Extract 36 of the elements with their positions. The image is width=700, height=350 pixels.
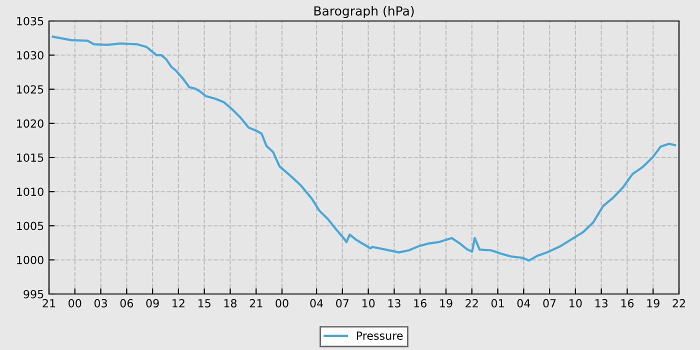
y-tick-label: 1000	[17, 256, 44, 264]
y-tick-label: 1025	[17, 85, 44, 94]
x-tick-label: 13	[388, 299, 400, 308]
y-tick-label: 1030	[17, 51, 44, 60]
x-tick-label: 09	[146, 299, 159, 308]
x-tick-label: 07	[336, 299, 349, 308]
x-tick-label: 16	[621, 299, 634, 308]
x-tick-label: 04	[517, 299, 530, 308]
x-tick-label: 00	[68, 299, 82, 308]
x-tick-label: 00	[276, 299, 288, 308]
y-tick-label: 1020	[17, 119, 44, 128]
y-tick-label: 1015	[17, 153, 44, 162]
x-tick-label: 12	[172, 299, 184, 308]
y-tick-label: 995	[24, 290, 44, 298]
x-tick-label: 21	[250, 299, 262, 308]
x-tick-label: 07	[543, 299, 556, 308]
x-tick-label: 19	[440, 299, 452, 308]
x-tick-label: 22	[672, 299, 685, 308]
legend-label: Pressure	[356, 332, 403, 340]
x-tick-label: 06	[120, 299, 134, 308]
x-tick-label: 22	[466, 299, 478, 308]
x-tick-label: 19	[647, 299, 660, 308]
x-tick-label: 10	[362, 299, 375, 308]
x-tick-label: 04	[310, 299, 323, 308]
y-tick-label: 1010	[17, 188, 44, 196]
x-tick-label: 15	[198, 299, 210, 308]
x-tick-label: 03	[94, 299, 107, 308]
x-tick-label: 21	[42, 299, 56, 308]
x-tick-label: 01	[491, 299, 504, 308]
x-tick-label: 10	[570, 299, 582, 308]
x-tick-label: 16	[414, 299, 426, 308]
x-tick-label: 18	[224, 299, 237, 308]
x-tick-label: 13	[595, 299, 608, 308]
y-tick-label: 1035	[17, 16, 44, 26]
chart-title: Barograph (hPa)	[314, 6, 414, 18]
y-tick-label: 1005	[17, 222, 44, 230]
